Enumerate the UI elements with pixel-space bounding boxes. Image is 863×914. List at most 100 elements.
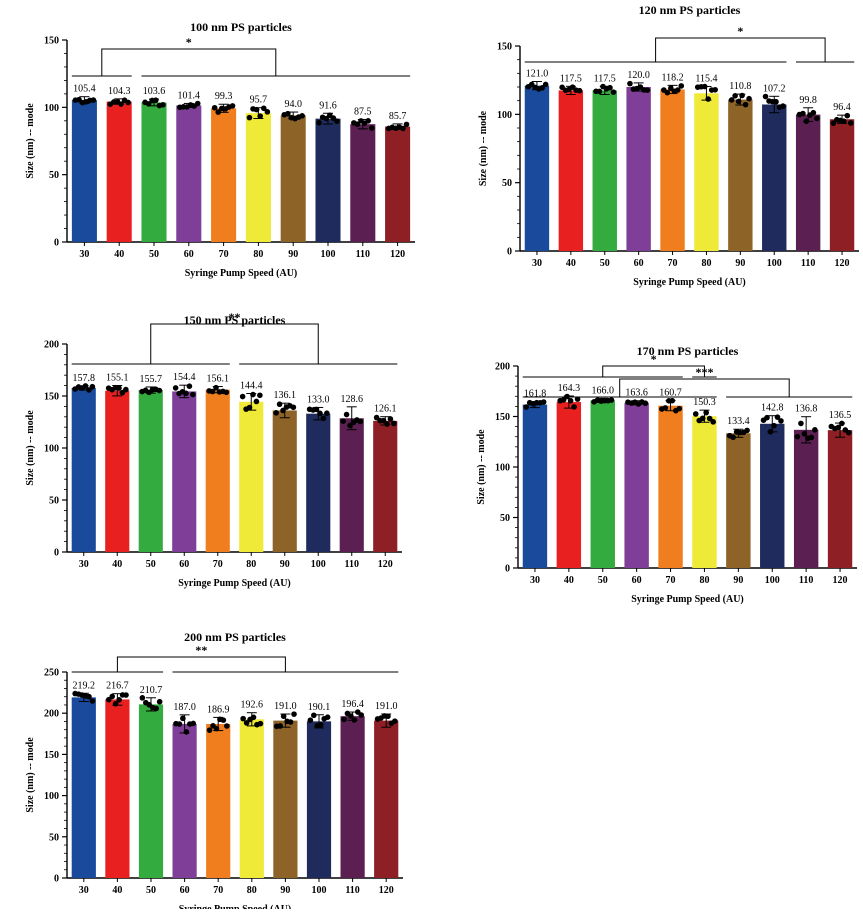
data-point [730,434,736,441]
bar-30 [71,100,97,242]
bar-100 [306,721,332,878]
data-point [186,383,193,389]
data-point [285,110,291,117]
y-tick-label: 50 [49,832,59,843]
y-axis-label: Size (nm) -- mode [25,737,36,813]
data-point [664,89,671,96]
y-tick-label: 100 [497,110,512,121]
x-axis-label: Syringe Pump Speed (AU) [179,904,292,909]
data-point [223,389,230,396]
bar-80 [694,93,719,251]
x-tick-label: 60 [632,575,642,586]
data-point [211,104,218,111]
data-point [317,410,323,417]
data-point [669,397,676,404]
data-point [183,390,189,397]
value-label: 186.9 [207,704,230,715]
value-label: 120.0 [627,70,650,81]
bar-40 [106,101,132,242]
data-point [539,85,545,91]
data-point [703,409,709,416]
y-tick-label: 0 [507,247,512,258]
value-label: 161.8 [524,389,547,400]
data-point [576,87,583,94]
x-axis-label: Syringe Pump Speed (AU) [185,268,298,279]
bar-90 [280,115,306,242]
value-label: 128.6 [341,394,364,405]
data-point [313,406,320,413]
data-point [762,93,769,100]
data-point [153,705,159,712]
y-tick-label: 50 [502,178,512,189]
data-point [213,725,220,732]
y-tick-label: 250 [44,668,59,679]
data-point [835,424,842,431]
data-point [290,404,297,411]
y-tick-label: 100 [495,463,510,474]
data-point [123,386,129,393]
bar-40 [558,90,584,252]
y-tick-label: 0 [54,238,59,249]
value-label: 196.4 [341,699,364,710]
bar-110 [793,429,819,568]
data-point [732,93,738,99]
data-point [264,109,271,115]
bar-60 [624,402,649,568]
data-point [139,695,146,701]
value-label: 118.2 [661,72,683,83]
x-tick-label: 100 [311,559,326,570]
data-point [348,713,354,719]
chart-panel-3: 170 nm PS particles 0 50 100 150 200 Size (nm)… [476,344,857,605]
x-tick-label: 80 [699,575,709,586]
bar-70 [211,108,237,242]
data-point [567,397,574,404]
x-tick-label: 90 [280,559,290,570]
data-point [190,391,196,398]
value-label: 95.7 [250,95,268,106]
data-point [176,721,183,727]
data-point [156,698,163,705]
y-axis-label: Size (nm) -- mode [25,410,36,486]
bar-40 [105,390,130,552]
bar-30 [522,404,548,568]
x-tick-label: 120 [835,258,850,269]
value-label: 155.7 [140,374,163,385]
data-point [317,721,324,728]
value-label: 107.2 [763,83,786,94]
data-point [160,102,166,108]
data-point [89,383,96,390]
value-label: 156.1 [207,374,230,385]
data-point [767,428,774,435]
data-point [662,405,669,411]
chart-panel-4: 200 nm PS particles 0 50 100 150 200 250 Size (… [25,630,403,914]
x-tick-label: 90 [735,258,745,269]
value-label: 191.0 [274,701,297,712]
y-tick-label: 100 [44,103,59,114]
value-label: 101.4 [178,90,201,101]
value-label: 136.1 [274,390,297,401]
data-point [316,119,322,126]
bar-30 [524,85,550,251]
data-point [253,106,260,113]
x-tick-label: 40 [114,249,124,260]
x-tick-label: 80 [701,258,711,269]
data-point [250,714,257,721]
x-tick-label: 100 [767,258,782,269]
chart-panel-1: 120 nm PS particles 0 50 100 150 Size (nm) --… [478,3,859,288]
bar-30 [71,387,96,552]
data-point [746,95,752,102]
bar-40 [556,402,582,568]
data-point [812,427,818,433]
value-label: 144.4 [240,381,263,392]
data-point [343,411,350,418]
x-tick-label: 70 [666,575,676,586]
data-point [676,405,683,412]
x-tick-label: 50 [598,575,608,586]
y-axis-label: Size (nm) -- mode [478,110,489,186]
x-tick-label: 40 [112,559,122,570]
y-tick-label: 100 [44,444,59,455]
value-label: 110.8 [729,81,751,92]
x-tick-label: 110 [799,575,813,586]
value-label: 154.4 [173,372,196,383]
